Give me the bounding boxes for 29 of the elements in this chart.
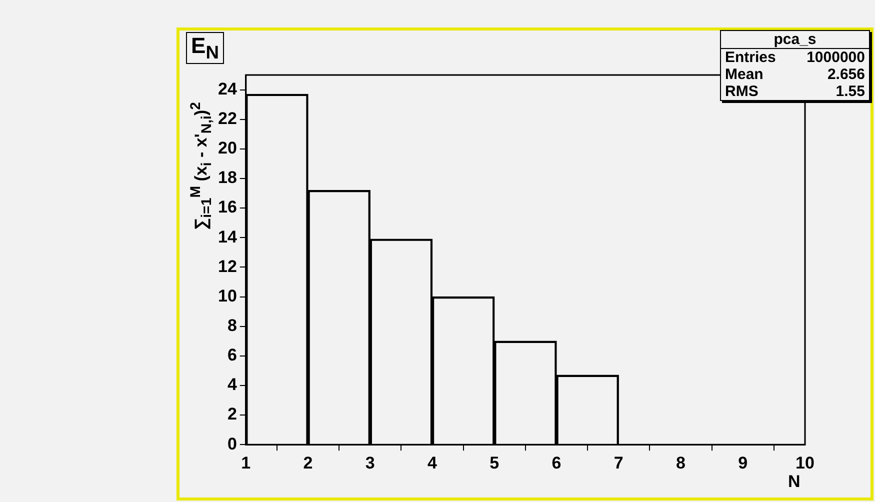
text: Mean 2.656 — [725, 66, 865, 83]
x-tick-label: 3 — [365, 453, 375, 472]
y-tick-label: 2 — [227, 404, 237, 424]
x-tick-label: 5 — [490, 453, 500, 472]
x-tick-label: 10 — [796, 453, 814, 472]
x-axis-title: N — [788, 472, 800, 492]
x-tick-label: 7 — [614, 453, 624, 472]
x-tick-label: 1 — [241, 453, 251, 472]
y-tick-label: 10 — [218, 286, 237, 306]
chart-title: E$_{N}$ — [186, 32, 224, 64]
y-tick-label: 18 — [218, 168, 237, 188]
x-tick-label: 6 — [552, 453, 562, 472]
x-tick-label: 8 — [676, 453, 686, 472]
y-tick-label: 24 — [218, 79, 238, 98]
x-tick-label: 9 — [738, 453, 748, 472]
y-tick-label: 16 — [218, 198, 237, 217]
y-tick-label: 4 — [227, 375, 238, 394]
y-tick-label: 14 — [218, 227, 238, 246]
text: Entries 1000000 — [725, 49, 865, 66]
y-tick-label: 0 — [227, 434, 237, 454]
x-tick-label: 4 — [428, 453, 438, 472]
text: RMS 1.55 — [725, 83, 865, 100]
y-tick-label: 22 — [218, 109, 237, 128]
y-tick-label: 6 — [227, 346, 237, 365]
x-tick-label: 2 — [303, 453, 313, 472]
text: pca_s — [721, 31, 869, 49]
y-tick-label: 12 — [218, 256, 237, 276]
y-tick-label: 20 — [218, 138, 237, 158]
y-tick-label: 8 — [227, 316, 237, 336]
